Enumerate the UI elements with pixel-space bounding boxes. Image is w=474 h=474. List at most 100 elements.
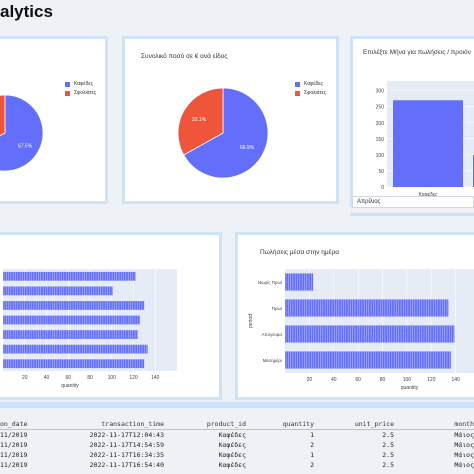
x-tick-label: 80 (87, 375, 93, 381)
column-header[interactable]: quantity (282, 419, 314, 428)
table-cell: 2.5 (382, 441, 394, 449)
chart-title: Πωλήσεις μέσα στην ημέρα (260, 249, 339, 256)
x-tick-label: 120 (427, 377, 436, 383)
legend-item-coffee: Καφέδες (65, 81, 96, 87)
monthly-bar-chart: 300 250 200 150 100 50 0 Καφέδες (376, 81, 474, 198)
legend-item-milkshake: Σφολιάτες (65, 90, 96, 96)
column-header[interactable]: unit_price (354, 419, 394, 428)
table-header: on_date transaction_time product_id quan… (0, 418, 474, 430)
period-bar-panel: Πωλήσεις μέσα στην ημέρα 20 40 60 80 100 120 1… (235, 232, 474, 400)
pie-slice-label: 66.9% (240, 145, 255, 151)
y-tick-label: 50 (378, 169, 384, 175)
column-header[interactable]: month (454, 419, 474, 428)
month-select[interactable]: Απρίλιος (352, 196, 474, 208)
table-cell: Καφέδες (218, 441, 246, 449)
y-tick-label: 300 (376, 89, 385, 95)
table-cell: Καφέδες (218, 431, 246, 439)
y-tick-label: 100 (376, 153, 385, 159)
legend-item-coffee: Καφέδες (295, 81, 326, 87)
table-cell: Μάιος (454, 431, 474, 439)
x-tick-label: 100 (403, 377, 412, 383)
pie-chart-amount: 66.9% 33.1% (177, 87, 269, 179)
pie-slice-label: 67.5% (18, 143, 33, 149)
bar[interactable] (3, 359, 145, 369)
table-cell: 2.5 (382, 451, 394, 459)
bar[interactable] (3, 286, 113, 296)
table-cell: 11/2019 (0, 451, 28, 459)
x-tick-label: 140 (151, 375, 160, 381)
table-cell: 2022-11-17T16:34:35 (89, 451, 164, 459)
table-cell: Μάιος (454, 461, 474, 469)
x-axis-label: quantity (61, 383, 79, 389)
y-tick-label: 250 (376, 105, 385, 111)
y-tick-label: Πρωί (272, 306, 282, 311)
x-tick-label: 20 (22, 375, 28, 381)
table-cell: 2 (310, 441, 314, 449)
table-cell: 2.5 (382, 461, 394, 469)
pie-panel-amount: Συνολικό ποσό σε € ανά είδος 66.9% 33.1% … (122, 36, 339, 204)
y-axis-label: period (248, 314, 254, 328)
y-tick-label: 200 (376, 121, 385, 127)
pie-slice-label: 33.1% (192, 117, 207, 123)
divider (350, 213, 474, 216)
table-cell: 11/2019 (0, 441, 28, 449)
pie-slice[interactable] (183, 87, 269, 179)
x-tick-label: 120 (129, 375, 138, 381)
table-cell: 11/2019 (0, 431, 28, 439)
bar[interactable] (285, 273, 314, 291)
table-row: 11/2019 2022-11-17T16:34:35 Καφέδες 1 2.… (0, 450, 474, 460)
page-title: alytics (0, 2, 53, 21)
pie-legend: Καφέδες Σφολιάτες (65, 81, 96, 99)
table-cell: 1 (310, 451, 314, 459)
bar[interactable] (3, 271, 136, 281)
table-cell: 2022-11-17T16:54:40 (89, 461, 164, 469)
quantity-bar-panel: 20 40 60 80 100 120 140 quantity (0, 232, 222, 400)
bar[interactable] (3, 330, 138, 339)
x-tick-label: Καφέδες (418, 191, 438, 198)
transactions-table: on_date transaction_time product_id quan… (0, 418, 474, 470)
table-row: 11/2019 2022-11-17T14:54:59 Καφέδες 2 2.… (0, 440, 474, 450)
bar[interactable] (285, 351, 451, 369)
bar[interactable] (285, 299, 449, 317)
x-axis-label: quantity (401, 385, 419, 391)
pie-slice[interactable] (177, 87, 224, 156)
table-cell: Μάιος (454, 451, 474, 459)
period-bar-chart: 20 40 60 80 100 120 140 Νωρίς Πρωί Πρωί Απόγευμα Μ… (248, 269, 474, 391)
column-header[interactable]: product_id (206, 419, 246, 428)
pie-panel-quantity: 67.5%32.5% Καφέδες Σφολιάτες (0, 36, 108, 204)
column-header[interactable]: transaction_time (101, 419, 164, 428)
table-cell: 2022-11-17T14:54:59 (89, 441, 164, 449)
y-tick-label: Μεσημέρι (263, 357, 282, 363)
y-tick-label: Απόγευμα (261, 331, 282, 337)
x-tick-label: 60 (355, 377, 361, 383)
month-select-value: Απρίλιος (357, 199, 381, 205)
monthly-bar-panel: Επιλέξτε Μήνα για πωλήσεις / προιόν 300 2… (350, 36, 474, 204)
table-row: 11/2019 2022-11-17T16:54:40 Καφέδες 2 2.… (0, 460, 474, 470)
table-cell: Μάιος (454, 441, 474, 449)
x-tick-label: 140 (452, 377, 461, 383)
x-tick-label: 40 (331, 377, 337, 383)
x-tick-label: 100 (108, 375, 117, 381)
table-cell: Καφέδες (218, 461, 246, 469)
bar[interactable] (285, 325, 455, 343)
pie-slice[interactable] (0, 94, 6, 150)
x-tick-label: 80 (380, 377, 386, 383)
pie-slice[interactable] (0, 94, 44, 172)
divider (0, 402, 474, 408)
pie-chart-quantity: 67.5%32.5% (0, 94, 44, 172)
x-tick-label: 20 (307, 377, 313, 383)
legend-item-milkshake: Σφολιάτες (295, 90, 326, 96)
table-row: 11/2019 2022-11-17T12:04:43 Καφέδες 1 2.… (0, 430, 474, 440)
column-header[interactable]: on_date (0, 419, 28, 428)
quantity-bar-chart: 20 40 60 80 100 120 140 quantity (3, 269, 177, 389)
y-tick-label: 150 (376, 137, 385, 143)
bar[interactable] (393, 100, 463, 187)
bar[interactable] (3, 344, 148, 354)
bar[interactable] (3, 301, 145, 310)
y-tick-label: Νωρίς Πρωί (258, 280, 282, 285)
table-cell: 1 (310, 431, 314, 439)
bar[interactable] (3, 315, 141, 325)
chart-title: Συνολικό ποσό σε € ανά είδος (141, 53, 228, 60)
x-tick-label: 40 (44, 375, 50, 381)
x-tick-label: 60 (65, 375, 71, 381)
